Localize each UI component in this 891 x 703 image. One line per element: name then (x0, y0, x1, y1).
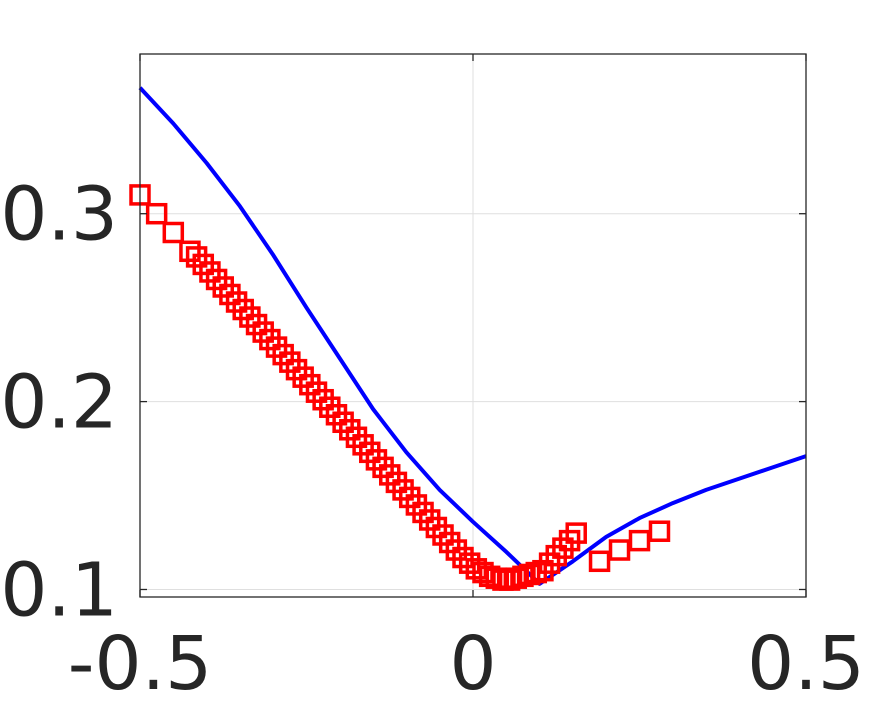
y-tick-label: 0.2 (0, 360, 118, 446)
tick-labels: -0.5 0 0.5 0.1 0.2 0.3 (0, 172, 865, 703)
x-tick-label: 0.5 (747, 621, 865, 703)
line-series (138, 86, 807, 586)
x-tick-label: -0.5 (68, 621, 212, 703)
square-marker (145, 202, 168, 225)
square-marker (648, 520, 671, 542)
square-marker (565, 522, 587, 544)
ticks (139, 54, 807, 597)
square-marker (512, 565, 534, 588)
square-marker (498, 569, 521, 591)
x-tick-label: 0 (449, 621, 496, 703)
square-marker (452, 546, 474, 569)
square-marker (179, 240, 201, 263)
square-marker (478, 565, 501, 588)
square-marker (608, 539, 631, 561)
square-marker (472, 561, 494, 584)
square-marker (628, 529, 651, 552)
square-marker (485, 567, 508, 589)
square-marker (162, 221, 185, 244)
square-marker (588, 550, 611, 573)
square-marker (518, 563, 541, 586)
square-marker (505, 567, 528, 589)
y-tick-label: 0.3 (0, 172, 118, 258)
y-tick-label: 0.1 (0, 547, 118, 633)
